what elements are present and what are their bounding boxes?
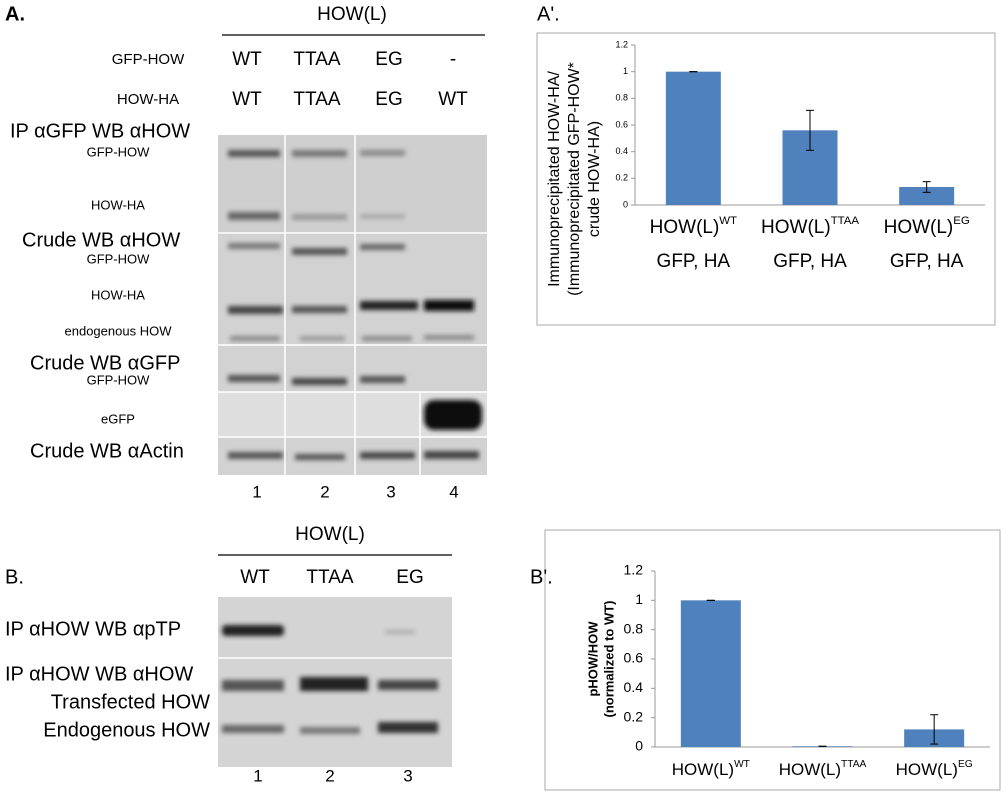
blot-label: IP αGFP WB αHOW bbox=[10, 120, 190, 142]
band-label: HOW-HA bbox=[91, 197, 145, 212]
bar bbox=[899, 187, 955, 205]
panel-label: A. bbox=[5, 3, 25, 25]
y-tick-label: 1.2 bbox=[615, 39, 628, 49]
category-name: HOW(L) bbox=[761, 217, 831, 238]
y-axis-label: (Immunoprecipitated GFP-HOW* bbox=[566, 62, 583, 296]
blot-label: Transfected HOW bbox=[51, 691, 210, 713]
x-tick-label: HOW(L)TTAA bbox=[761, 215, 859, 238]
construct: EG bbox=[375, 49, 402, 70]
y-tick-label: 1 bbox=[623, 66, 628, 76]
category-superscript: EG bbox=[958, 759, 973, 770]
blot-label: Crude WB αGFP bbox=[30, 352, 180, 374]
category-superscript: TTAA bbox=[831, 215, 860, 227]
category-name: HOW(L) bbox=[884, 217, 954, 238]
y-tick-label: 0 bbox=[623, 199, 628, 209]
x-tick-label: GFP, HA bbox=[773, 251, 847, 272]
construct: - bbox=[450, 49, 456, 70]
blot bbox=[218, 135, 487, 475]
x-tick-label: GFP, HA bbox=[657, 251, 731, 272]
category-name: HOW(L) bbox=[779, 760, 841, 779]
y-tick-label: 0.4 bbox=[615, 146, 628, 156]
category-name: HOW(L) bbox=[650, 217, 720, 238]
y-tick-label: 0.2 bbox=[615, 173, 628, 183]
panel-label: B. bbox=[5, 566, 24, 588]
y-tick-label: 1.2 bbox=[624, 562, 644, 578]
header: HOW(L) bbox=[317, 4, 387, 25]
row-label: HOW-HA bbox=[117, 91, 179, 108]
y-tick-label: 0.8 bbox=[615, 93, 628, 103]
x-tick-label: HOW(L)EG bbox=[884, 215, 970, 238]
blot-label: Endogenous HOW bbox=[43, 719, 210, 741]
blot-label: IP αHOW WB αpTP bbox=[5, 618, 181, 640]
band-label: GFP-HOW bbox=[87, 251, 151, 266]
band-label: GFP-HOW bbox=[87, 144, 151, 159]
error-bar bbox=[922, 181, 931, 193]
construct: TTAA bbox=[293, 89, 340, 110]
construct: EG bbox=[375, 89, 402, 110]
y-axis-label: Immunoprecipitated HOW-HA/ bbox=[546, 71, 563, 287]
y-tick-label: 0.2 bbox=[624, 708, 644, 724]
x-tick-label: HOW(L)WT bbox=[672, 759, 750, 780]
bar bbox=[680, 600, 741, 747]
chart-frame bbox=[536, 32, 996, 326]
band-label: GFP-HOW bbox=[87, 372, 151, 387]
error-bar bbox=[930, 714, 939, 745]
y-tick-label: 1 bbox=[635, 591, 643, 607]
construct: WT bbox=[438, 89, 468, 110]
band-label: eGFP bbox=[101, 411, 135, 426]
lane-number: 2 bbox=[320, 482, 329, 501]
lane-number: 3 bbox=[403, 766, 412, 785]
blot-label: Crude WB αActin bbox=[30, 440, 184, 462]
chart-frame bbox=[544, 529, 1001, 791]
y-tick-label: 0.6 bbox=[624, 650, 644, 666]
condition: WT bbox=[240, 567, 270, 588]
y-axis-label: pHOW/HOW bbox=[585, 621, 600, 697]
y-axis-label: crude HOW-HA) bbox=[586, 121, 603, 237]
x-tick-label: GFP, HA bbox=[890, 251, 964, 272]
category-superscript: TTAA bbox=[841, 759, 866, 770]
lane-number: 2 bbox=[325, 766, 334, 785]
y-tick-label: 0 bbox=[635, 738, 643, 754]
y-axis-label: (normalized to WT) bbox=[601, 601, 616, 718]
blot-label: IP αHOW WB αHOW bbox=[5, 663, 193, 685]
category-name: HOW(L) bbox=[672, 760, 734, 779]
error-bar bbox=[806, 109, 814, 151]
lane-number: 1 bbox=[252, 482, 261, 501]
lane-number: 3 bbox=[386, 482, 395, 501]
band-label: endogenous HOW bbox=[65, 323, 173, 338]
category-superscript: WT bbox=[719, 215, 737, 227]
x-tick-label: HOW(L)WT bbox=[650, 215, 737, 238]
construct: WT bbox=[232, 89, 262, 110]
lane-number: 4 bbox=[449, 482, 458, 501]
y-tick-label: 0.6 bbox=[615, 119, 628, 129]
band-label: HOW-HA bbox=[91, 287, 145, 302]
lane-number: 1 bbox=[253, 766, 262, 785]
category-name: HOW(L) bbox=[896, 760, 958, 779]
x-tick-label: HOW(L)EG bbox=[896, 759, 973, 780]
panel-label: B'. bbox=[530, 566, 553, 588]
construct: TTAA bbox=[293, 49, 340, 70]
category-superscript: WT bbox=[734, 759, 750, 770]
y-tick-label: 0.8 bbox=[624, 620, 644, 636]
x-tick-label: HOW(L)TTAA bbox=[779, 759, 867, 780]
blot bbox=[218, 597, 452, 767]
construct: WT bbox=[232, 49, 262, 70]
header: HOW(L) bbox=[295, 524, 365, 545]
blot-label: Crude WB αHOW bbox=[22, 229, 180, 251]
panel-label: A'. bbox=[537, 3, 560, 25]
bar bbox=[665, 71, 721, 206]
condition: EG bbox=[396, 567, 423, 588]
row-label: GFP-HOW bbox=[112, 51, 185, 68]
condition: TTAA bbox=[306, 567, 353, 588]
category-superscript: EG bbox=[953, 215, 970, 227]
y-tick-label: 0.4 bbox=[624, 679, 644, 695]
